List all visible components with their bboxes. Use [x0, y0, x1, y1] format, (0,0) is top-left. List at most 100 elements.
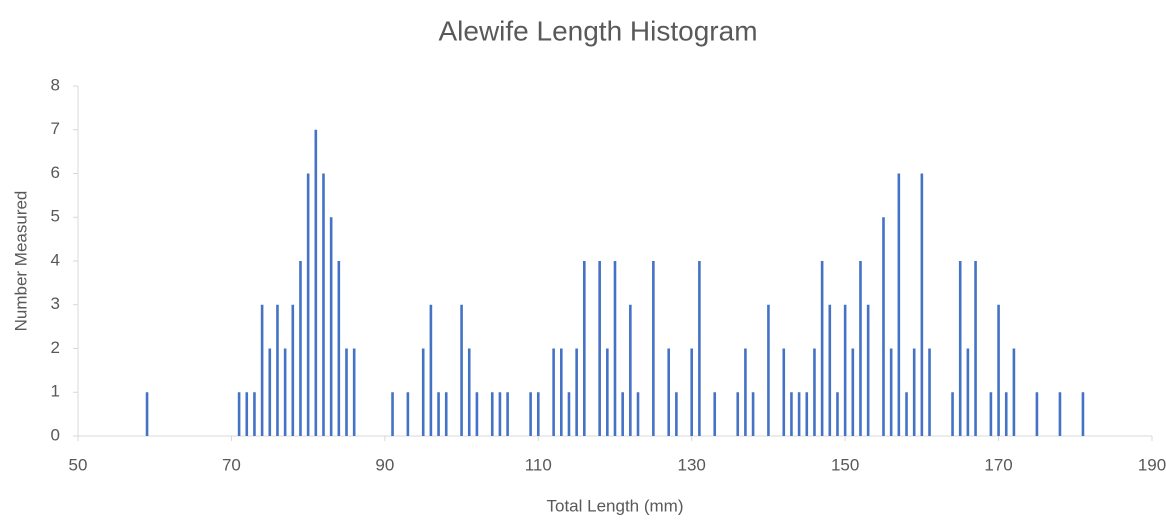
bar — [629, 304, 632, 436]
bar — [713, 392, 717, 436]
bar — [897, 173, 901, 436]
bar — [283, 348, 287, 436]
bar — [797, 392, 801, 436]
bar — [490, 392, 494, 436]
x-tick-label: 110 — [525, 455, 552, 474]
bar — [621, 392, 624, 436]
bar — [866, 304, 870, 436]
bar — [391, 392, 394, 436]
chart-title: Alewife Length Histogram — [438, 15, 757, 46]
bar — [299, 261, 302, 436]
bar — [744, 348, 747, 436]
bar — [882, 217, 885, 436]
bar — [790, 392, 793, 436]
bar — [851, 348, 855, 436]
x-tick-label: 70 — [222, 455, 241, 474]
bar — [575, 348, 578, 436]
bar — [506, 392, 509, 436]
bar — [828, 304, 832, 436]
y-tick-label: 5 — [51, 207, 60, 226]
bar — [322, 173, 325, 436]
bar — [306, 173, 310, 436]
bar — [958, 261, 962, 436]
bar — [859, 261, 862, 436]
bar — [667, 348, 670, 436]
bar — [560, 348, 563, 436]
y-tick-label: 7 — [51, 119, 60, 138]
bar — [951, 392, 954, 436]
bar — [997, 304, 1000, 436]
x-axis-title: Total Length (mm) — [547, 496, 684, 515]
bar — [536, 392, 540, 436]
bar — [905, 392, 908, 436]
bar — [1081, 392, 1085, 436]
bar — [989, 392, 993, 436]
y-tick-label: 3 — [51, 294, 60, 313]
bar — [636, 392, 640, 436]
y-tick-label: 0 — [51, 425, 60, 444]
y-axis-title: Number Measured — [11, 191, 30, 332]
bar — [675, 392, 678, 436]
bar — [245, 392, 249, 436]
bar — [598, 261, 601, 436]
bar — [606, 348, 609, 436]
bar — [920, 173, 924, 436]
bar — [291, 304, 295, 436]
bar — [498, 392, 502, 436]
x-tick-label: 190 — [1138, 455, 1166, 474]
bar — [552, 348, 555, 436]
bar — [583, 261, 586, 436]
bar — [444, 392, 448, 436]
bar — [337, 261, 341, 436]
bar — [782, 348, 786, 436]
x-tick-label: 90 — [375, 455, 394, 474]
bar — [145, 392, 149, 436]
x-tick-label: 150 — [831, 455, 859, 474]
bar — [421, 348, 425, 436]
bar — [966, 348, 970, 436]
x-tick-label: 130 — [678, 455, 706, 474]
bar — [314, 129, 318, 436]
bar — [820, 261, 824, 436]
bar — [889, 348, 893, 436]
bar — [974, 261, 977, 436]
bar — [260, 304, 264, 436]
bar — [736, 392, 740, 436]
bar — [1058, 392, 1062, 436]
bar — [460, 304, 463, 436]
bar — [613, 261, 617, 436]
bar — [652, 261, 655, 436]
bar — [767, 304, 770, 436]
bar — [253, 392, 256, 436]
y-tick-label: 8 — [51, 75, 60, 94]
bar — [698, 261, 701, 436]
bar — [429, 304, 433, 436]
bar — [1012, 348, 1016, 436]
bar — [751, 392, 755, 436]
bar — [467, 348, 471, 436]
bar — [406, 392, 410, 436]
bar — [843, 304, 847, 436]
bar — [1004, 392, 1008, 436]
bar — [813, 348, 816, 436]
bar — [329, 217, 333, 436]
bar — [276, 304, 279, 436]
y-tick-label: 2 — [51, 338, 60, 357]
bar — [529, 392, 532, 436]
y-tick-label: 6 — [51, 163, 60, 182]
bar — [475, 392, 479, 436]
x-tick-label: 170 — [984, 455, 1012, 474]
bar — [805, 392, 809, 436]
bar — [352, 348, 356, 436]
bar — [345, 348, 348, 436]
bar — [928, 348, 931, 436]
y-tick-label: 1 — [51, 382, 60, 401]
bar — [437, 392, 440, 436]
bar — [1035, 392, 1039, 436]
bar — [567, 392, 571, 436]
bar — [268, 348, 272, 436]
x-tick-label: 50 — [69, 455, 88, 474]
y-tick-label: 4 — [51, 250, 60, 269]
